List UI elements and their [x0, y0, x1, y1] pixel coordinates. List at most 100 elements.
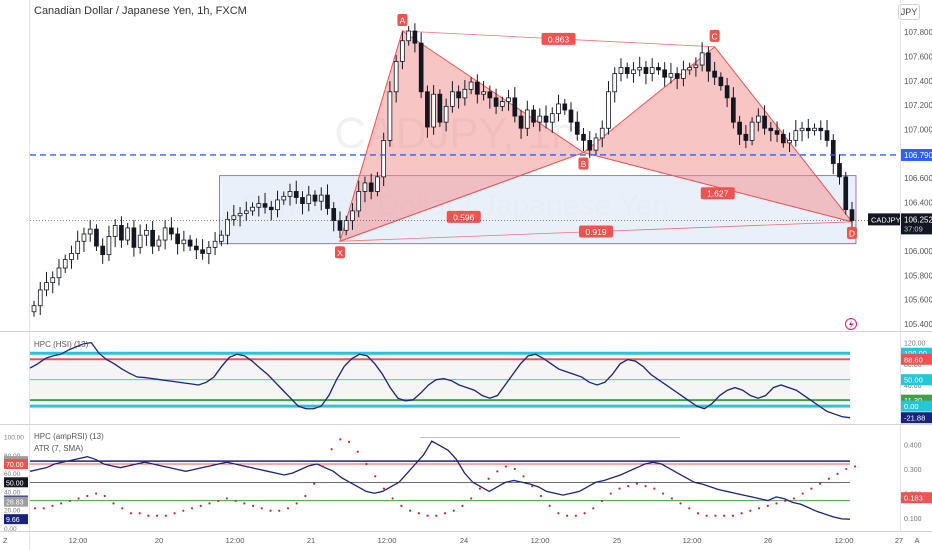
candle-body: [656, 67, 661, 71]
candle: [668, 62, 674, 84]
range-box: [219, 175, 857, 245]
candle-body: [487, 91, 493, 99]
atr-dot: [33, 507, 37, 510]
candle: [75, 230, 81, 260]
candle: [805, 119, 811, 139]
candle-body: [818, 127, 824, 132]
candle-body: [674, 73, 680, 79]
candle: [412, 23, 418, 53]
candle: [431, 84, 436, 135]
candle: [562, 99, 568, 115]
candle-body: [662, 69, 668, 78]
candle-body: [268, 206, 274, 211]
atr-dot: [417, 512, 420, 515]
atr-dot: [234, 499, 237, 503]
osc2-left-tick: 60.00: [4, 471, 21, 478]
candle-body: [624, 67, 630, 74]
price-tick: 106.800: [904, 150, 932, 159]
candle: [718, 72, 724, 91]
candle: [481, 81, 486, 101]
candle: [194, 238, 199, 260]
atr-tick: 0.300: [904, 467, 922, 474]
atr-dot: [313, 482, 316, 485]
marker-d-bg: [847, 226, 857, 239]
ratio-line-xd: [339, 221, 853, 242]
atr-dot: [208, 502, 211, 505]
candle: [237, 207, 243, 227]
atr-dot: [470, 497, 473, 500]
atr-dot: [330, 448, 333, 451]
atr-dot: [548, 504, 551, 507]
currency-button[interactable]: JPY: [898, 4, 920, 20]
atr-dot: [382, 487, 386, 490]
candle: [618, 58, 624, 82]
candle-body: [150, 229, 155, 247]
atr-dot: [810, 487, 813, 490]
candle-body: [706, 52, 711, 72]
symbol-title[interactable]: Canadian Dollar / Japanese Yen, 1h, FXCM: [34, 5, 247, 17]
candle-body: [762, 115, 767, 129]
price-tick: 105.400: [904, 320, 932, 329]
osc1-badge: 88.60: [904, 355, 923, 364]
candle-body: [206, 246, 212, 254]
candle: [306, 185, 312, 212]
osc1-tick: -20.00: [904, 415, 924, 422]
lightning-icon: [845, 318, 857, 330]
candle-body: [562, 103, 568, 111]
candle-body: [568, 109, 574, 123]
candle: [524, 100, 530, 137]
candle: [531, 105, 536, 128]
price-tick: 107.200: [904, 101, 932, 110]
candle-body: [643, 67, 649, 74]
osc2-left-badge-bg: [4, 456, 28, 467]
candle: [343, 215, 349, 236]
marker-b-bg: [578, 157, 589, 170]
osc2-title: HPC (ampRSI) (13): [34, 432, 104, 441]
osc1-badge-bg: [901, 374, 932, 386]
atr-dot: [531, 485, 534, 488]
candle: [462, 80, 468, 106]
candle-body: [668, 73, 674, 78]
candle-body: [412, 30, 418, 44]
candle-body: [599, 127, 605, 139]
atr-dot: [103, 494, 106, 498]
osc2-left-badge-bg: [4, 496, 28, 507]
candle-body: [793, 130, 799, 141]
atr-dot: [496, 470, 499, 473]
candle-body: [62, 259, 68, 269]
atr-dot: [775, 502, 778, 505]
time-tick: 21: [307, 536, 315, 545]
atr-dot: [199, 504, 202, 507]
atr-dot: [618, 487, 621, 490]
candle: [768, 121, 774, 142]
candle: [187, 235, 193, 251]
candle-body: [356, 191, 362, 212]
atr-dot: [391, 497, 394, 500]
candle-body: [631, 69, 636, 74]
candle-body: [824, 130, 830, 141]
candle: [56, 258, 62, 286]
candle: [250, 202, 255, 216]
candle: [681, 60, 686, 87]
osc1-tick: 40.00: [904, 383, 922, 390]
candle: [574, 111, 580, 141]
candle: [624, 62, 630, 79]
osc2-left-tick: 0.00: [4, 526, 17, 533]
osc2-left-badge: 9.66: [6, 517, 20, 524]
candle: [512, 87, 518, 123]
candle: [362, 176, 368, 203]
osc2-left-tick: 100.00: [4, 435, 24, 442]
candle-body: [281, 195, 287, 201]
candle-body: [250, 206, 255, 212]
atr-dot: [147, 514, 150, 517]
candle: [44, 271, 49, 297]
osc1-badge-bg: [901, 412, 932, 424]
candle: [606, 81, 611, 135]
candle-body: [518, 115, 524, 129]
candle-body: [156, 239, 162, 247]
price-tick: 105.600: [904, 296, 932, 305]
candle: [87, 219, 93, 242]
price-tick: 105.800: [904, 271, 932, 280]
candle: [200, 239, 205, 260]
price-tick: 106.200: [904, 223, 932, 232]
